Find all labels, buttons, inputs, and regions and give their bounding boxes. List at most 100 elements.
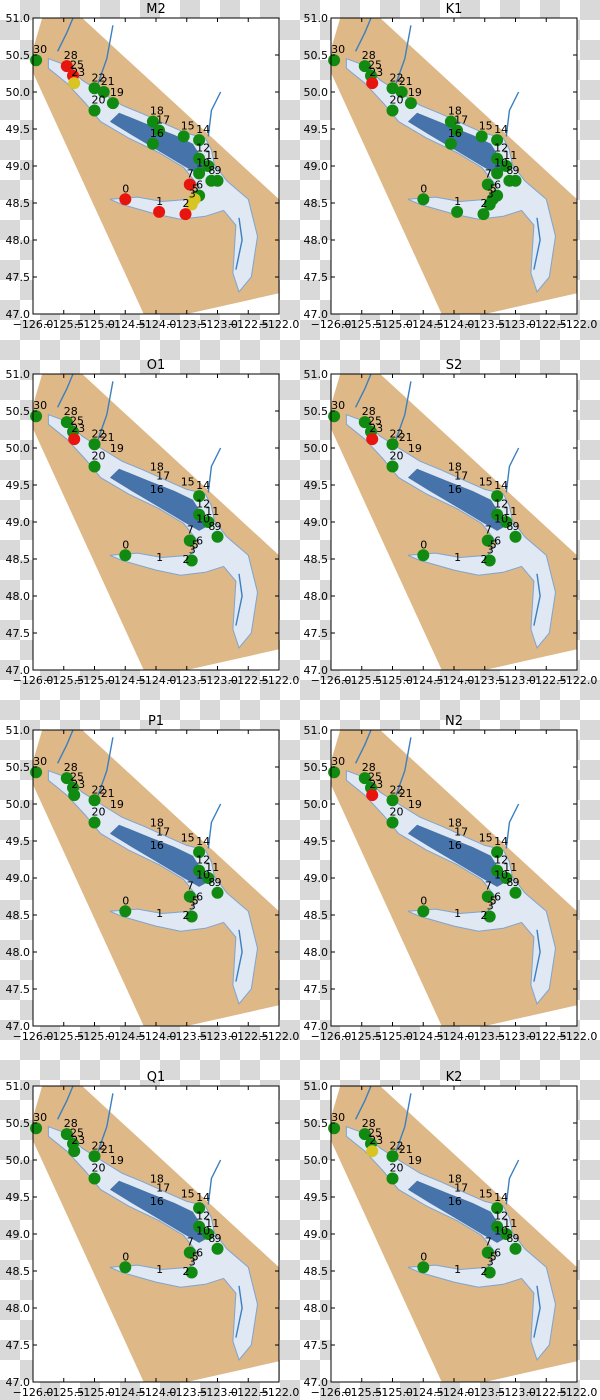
station-label-28: 28 <box>64 761 78 774</box>
station-label-28: 28 <box>64 405 78 418</box>
y-tick-label: 50.5 <box>6 49 31 62</box>
y-tick-label: 48.0 <box>304 946 329 959</box>
station-label-7: 7 <box>187 1236 194 1249</box>
station-label-5: 5 <box>490 182 497 195</box>
station-label-23: 23 <box>71 778 85 791</box>
station-label-12: 12 <box>196 498 210 511</box>
station-marker-28 <box>60 416 73 429</box>
station-label-0: 0 <box>420 538 427 551</box>
station-label-9: 9 <box>215 1232 222 1245</box>
station-label-16: 16 <box>150 839 164 852</box>
river-line <box>354 730 372 764</box>
y-tick-label: 47.5 <box>304 627 329 640</box>
station-marker-2 <box>179 208 192 221</box>
x-tick-label: −125.5 <box>43 1386 84 1399</box>
station-label-19: 19 <box>408 442 422 455</box>
y-tick-label: 49.0 <box>304 516 329 529</box>
station-marker-3 <box>483 198 496 211</box>
river-line <box>235 573 243 626</box>
x-tick-label: −125.0 <box>74 1386 115 1399</box>
river-line <box>533 1285 541 1338</box>
deep-channel <box>109 112 209 175</box>
station-label-8: 8 <box>208 164 215 177</box>
station-label-0: 0 <box>122 182 129 195</box>
station-label-10: 10 <box>494 512 508 525</box>
station-marker-0 <box>417 1261 430 1274</box>
x-tick-label: −122.5 <box>526 674 567 687</box>
station-label-3: 3 <box>189 900 196 913</box>
station-marker-9 <box>509 530 522 543</box>
station-label-8: 8 <box>506 520 513 533</box>
station-label-10: 10 <box>494 868 508 881</box>
panel-title: N2 <box>445 714 463 729</box>
river-line <box>394 25 412 85</box>
station-label-21: 21 <box>101 431 115 444</box>
x-tick-label: −125.5 <box>43 674 84 687</box>
strait-water <box>345 413 557 649</box>
station-marker-14 <box>193 134 206 147</box>
y-tick-label: 49.5 <box>6 835 31 848</box>
x-tick-label: −124.0 <box>434 674 475 687</box>
station-marker-16 <box>146 137 159 150</box>
station-label-28: 28 <box>64 1117 78 1130</box>
y-tick-label: 50.0 <box>6 798 31 811</box>
station-marker-11 <box>500 1228 513 1240</box>
station-marker-12 <box>491 508 504 521</box>
station-marker-22 <box>88 1150 101 1163</box>
deep-channel <box>109 824 209 887</box>
station-label-5: 5 <box>192 1250 199 1263</box>
y-tick-label: 47.5 <box>304 1339 329 1352</box>
strait-water <box>345 1125 557 1361</box>
station-label-9: 9 <box>513 876 520 889</box>
y-tick-label: 48.0 <box>6 946 31 959</box>
river-line <box>533 573 541 626</box>
station-label-20: 20 <box>92 94 106 107</box>
strait-water <box>47 769 259 1005</box>
station-label-21: 21 <box>399 75 413 88</box>
station-label-22: 22 <box>92 1139 106 1152</box>
station-label-7: 7 <box>187 880 194 893</box>
station-label-18: 18 <box>448 817 462 830</box>
y-tick-label: 48.0 <box>6 590 31 603</box>
river-line <box>56 374 74 408</box>
y-tick-label: 51.0 <box>304 724 329 737</box>
strait-water <box>47 57 259 293</box>
station-marker-11 <box>500 160 513 172</box>
panel-title: P1 <box>148 714 164 729</box>
station-label-0: 0 <box>420 1250 427 1263</box>
station-marker-0 <box>417 905 430 918</box>
x-tick-label: −125.5 <box>43 318 84 331</box>
x-tick-label: −125.0 <box>74 318 115 331</box>
station-marker-9 <box>211 886 224 899</box>
y-tick-label: 49.0 <box>304 160 329 173</box>
station-label-1: 1 <box>454 907 461 920</box>
station-label-23: 23 <box>369 1134 383 1147</box>
station-marker-14 <box>193 1202 206 1215</box>
y-tick-label: 51.0 <box>304 368 329 381</box>
station-label-22: 22 <box>92 427 106 440</box>
station-marker-20 <box>88 460 101 473</box>
y-tick-label: 50.5 <box>6 405 31 418</box>
deep-channel <box>109 1180 209 1243</box>
x-tick-label: −124.5 <box>403 674 444 687</box>
x-tick-label: −125.5 <box>341 674 382 687</box>
x-tick-label: −123.0 <box>197 1386 238 1399</box>
station-marker-21 <box>395 86 408 98</box>
x-tick-label: −123.0 <box>495 318 536 331</box>
y-tick-label: 49.5 <box>304 479 329 492</box>
station-label-16: 16 <box>448 483 462 496</box>
station-label-11: 11 <box>205 861 219 874</box>
x-tick-label: −123.0 <box>495 1386 536 1399</box>
station-label-20: 20 <box>92 450 106 463</box>
station-label-14: 14 <box>196 835 210 848</box>
y-tick-label: 49.5 <box>304 123 329 136</box>
x-tick-label: −124.5 <box>105 1030 146 1043</box>
y-tick-label: 47.0 <box>304 664 329 677</box>
station-label-5: 5 <box>192 182 199 195</box>
station-label-15: 15 <box>181 1187 195 1200</box>
station-label-25: 25 <box>368 771 382 784</box>
station-marker-1 <box>153 205 166 218</box>
station-label-28: 28 <box>362 49 376 62</box>
